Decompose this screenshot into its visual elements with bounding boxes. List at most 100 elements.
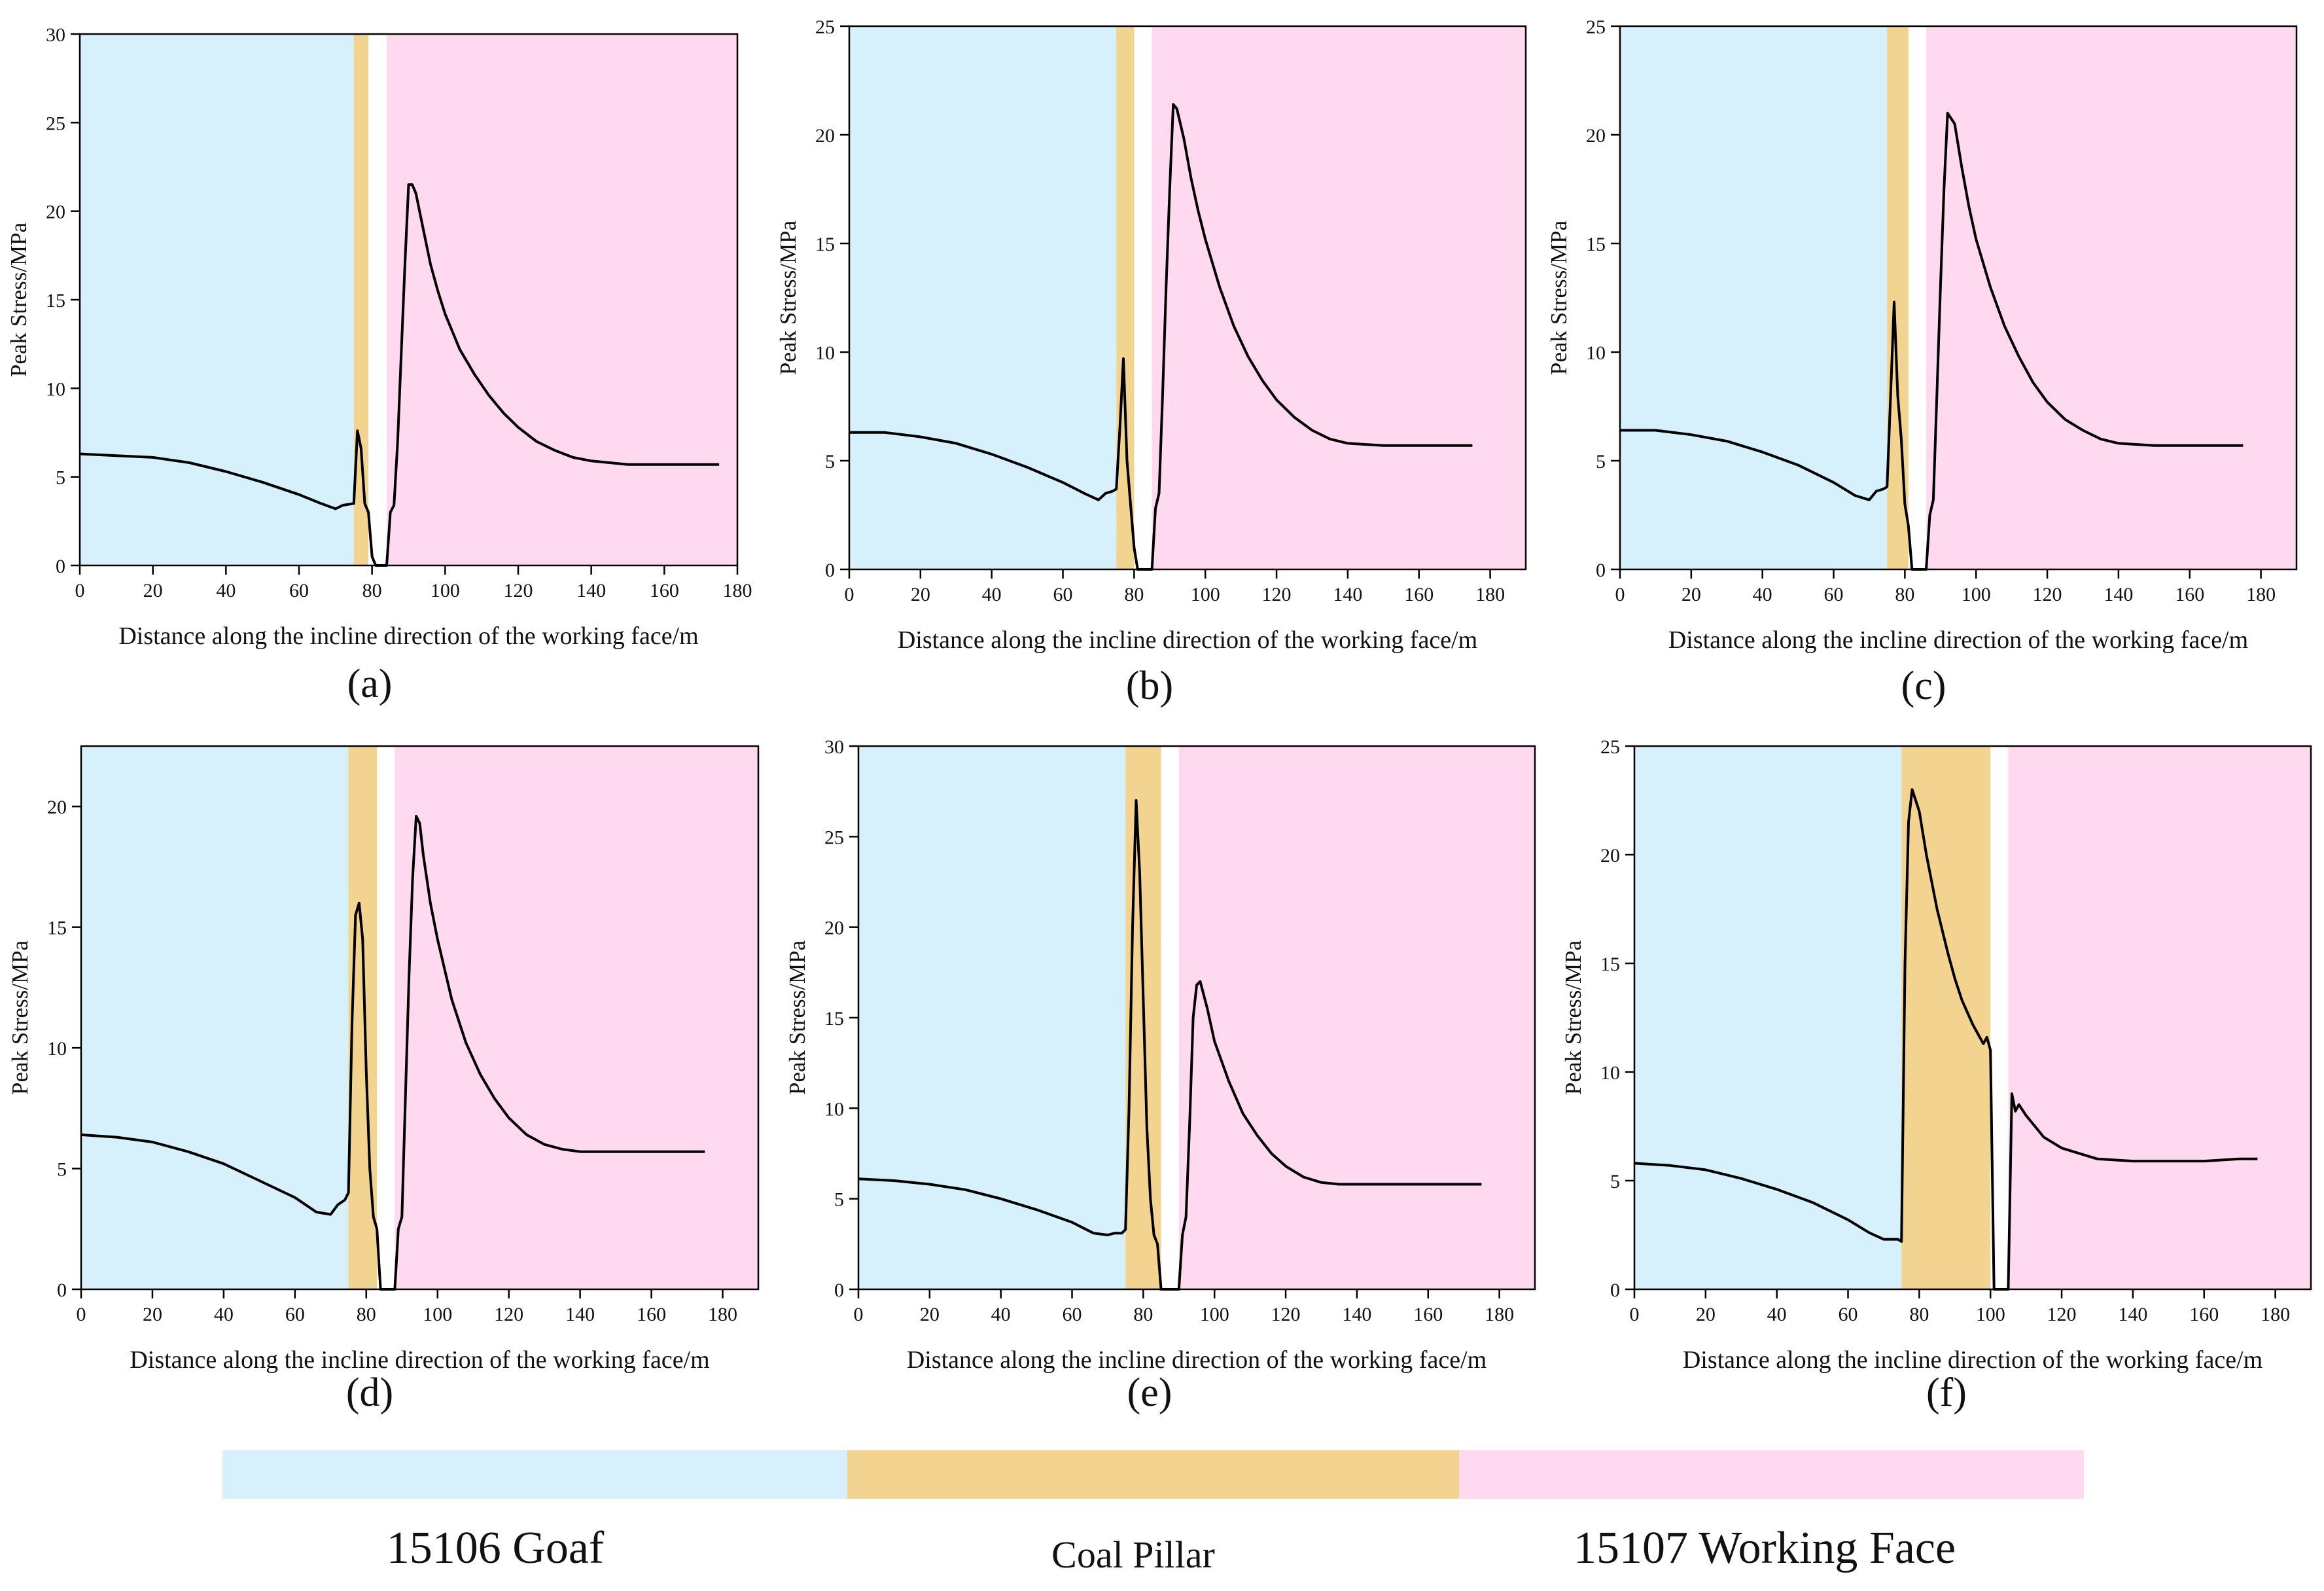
x-tick-label: 80	[1133, 1304, 1153, 1325]
y-axis-label: Peak Stress/MPa	[1546, 220, 1572, 375]
y-axis-label: Peak Stress/MPa	[7, 940, 33, 1095]
y-tick-label: 25	[1600, 736, 1620, 758]
plot-frame	[80, 745, 760, 1291]
x-tick-label: 180	[1475, 584, 1505, 605]
y-tick-label: 5	[1596, 451, 1606, 473]
panel-label: (c)	[1901, 664, 1946, 708]
x-tick-label: 0	[854, 1304, 864, 1325]
y-tick-label: 0	[834, 1279, 844, 1301]
x-tick-label: 80	[362, 580, 382, 601]
x-tick-label: 100	[1962, 584, 1991, 605]
x-tick-label: 120	[2047, 1304, 2077, 1325]
x-tick-label: 60	[1053, 584, 1073, 605]
panel-label: (d)	[346, 1370, 393, 1415]
x-tick-label: 60	[1824, 584, 1844, 605]
region-goaf	[849, 26, 1117, 569]
x-tick-label: 160	[1404, 584, 1434, 605]
region-goaf	[1634, 746, 1902, 1289]
x-tick-label: 180	[723, 580, 752, 601]
x-axis-label: Distance along the incline direction of …	[1668, 626, 2248, 654]
legend-swatch-face	[1459, 1450, 2084, 1499]
x-tick-label: 40	[214, 1304, 234, 1325]
x-axis-label: Distance along the incline direction of …	[118, 622, 698, 650]
chart-panel-b: 0 20 40 60 80 100 120 140 160 180 0 5 10 15 20 25 Distan…	[775, 16, 1527, 708]
x-tick-label: 0	[75, 580, 85, 601]
y-tick-label: 15	[824, 1008, 844, 1029]
y-axis-label: Peak Stress/MPa	[784, 940, 810, 1095]
x-tick-label: 80	[1124, 584, 1144, 605]
region-working-face	[1926, 26, 2297, 569]
y-tick-label: 30	[46, 24, 65, 46]
region-goaf	[858, 746, 1126, 1289]
y-tick-label: 0	[825, 560, 835, 581]
x-tick-label: 60	[289, 580, 309, 601]
x-tick-label: 180	[2246, 584, 2276, 605]
x-tick-label: 40	[216, 580, 236, 601]
region-working-face	[2008, 746, 2311, 1289]
x-axis-label: Distance along the incline direction of …	[130, 1346, 709, 1374]
y-tick-label: 5	[57, 1159, 67, 1181]
y-tick-label: 10	[815, 342, 835, 364]
x-tick-label: 140	[565, 1304, 595, 1325]
legend-label-goaf: 15106 Goaf	[387, 1523, 605, 1573]
x-tick-label: 140	[1333, 584, 1362, 605]
y-tick-label: 10	[1586, 342, 1606, 364]
legend-label-face: 15107 Working Face	[1574, 1523, 1956, 1573]
plot-frame	[848, 25, 1527, 571]
y-tick-label: 20	[1586, 125, 1606, 147]
y-tick-label: 25	[824, 827, 844, 848]
x-tick-label: 80	[357, 1304, 376, 1325]
x-tick-label: 40	[982, 584, 1002, 605]
region-working-face	[1178, 746, 1535, 1289]
y-tick-label: 30	[824, 736, 844, 758]
y-tick-label: 20	[815, 125, 835, 147]
x-tick-label: 20	[143, 580, 163, 601]
x-tick-label: 40	[1753, 584, 1772, 605]
chart-panel-d: 0 20 40 60 80 100 120 140 160 180 0 5 10 15 20 Distance…	[7, 745, 760, 1415]
y-tick-label: 10	[1600, 1062, 1620, 1084]
x-tick-label: 120	[1271, 1304, 1301, 1325]
region-goaf	[81, 746, 349, 1289]
y-tick-label: 0	[57, 1279, 67, 1301]
x-tick-label: 160	[2175, 584, 2204, 605]
region-working-face	[395, 746, 758, 1289]
x-tick-label: 20	[143, 1304, 162, 1325]
region-goaf	[80, 34, 354, 565]
y-tick-label: 15	[815, 234, 835, 255]
region-coal-pillar	[1901, 746, 1991, 1289]
y-tick-label: 15	[1600, 954, 1620, 975]
chart-panels: 0 20 40 60 80 100 120 140 160 180051015202530Dist…	[6, 16, 2312, 1415]
x-tick-label: 100	[431, 580, 460, 601]
x-tick-label: 20	[920, 1304, 940, 1325]
y-tick-label: 25	[46, 113, 65, 134]
x-tick-label: 160	[1413, 1304, 1443, 1325]
x-tick-label: 180	[708, 1304, 737, 1325]
x-tick-label: 160	[2189, 1304, 2219, 1325]
region-working-face	[387, 34, 737, 565]
x-tick-label: 40	[991, 1304, 1011, 1325]
x-tick-label: 120	[494, 1304, 523, 1325]
x-tick-label: 120	[504, 580, 533, 601]
x-tick-label: 180	[1485, 1304, 1514, 1325]
x-tick-label: 180	[2261, 1304, 2290, 1325]
x-tick-label: 60	[1063, 1304, 1082, 1325]
y-axis-label: Peak Stress/MPa	[6, 222, 31, 377]
x-tick-label: 0	[1615, 584, 1625, 605]
x-tick-label: 100	[423, 1304, 452, 1325]
x-tick-label: 140	[1342, 1304, 1371, 1325]
x-tick-label: 140	[2104, 584, 2133, 605]
y-tick-label: 10	[824, 1098, 844, 1120]
x-tick-label: 0	[845, 584, 854, 605]
x-tick-label: 40	[1767, 1304, 1787, 1325]
series-line-peak-stress	[1634, 788, 2258, 1291]
y-tick-label: 15	[46, 290, 65, 312]
plot-frame	[1633, 745, 2312, 1291]
x-tick-label: 100	[1976, 1304, 2005, 1325]
x-tick-label: 60	[285, 1304, 305, 1325]
x-tick-label: 120	[1262, 584, 1292, 605]
y-tick-label: 20	[46, 202, 65, 223]
y-tick-label: 25	[1586, 16, 1606, 38]
x-tick-label: 0	[1630, 1304, 1640, 1325]
plot-frame	[1619, 25, 2298, 571]
y-tick-label: 0	[1610, 1279, 1620, 1301]
